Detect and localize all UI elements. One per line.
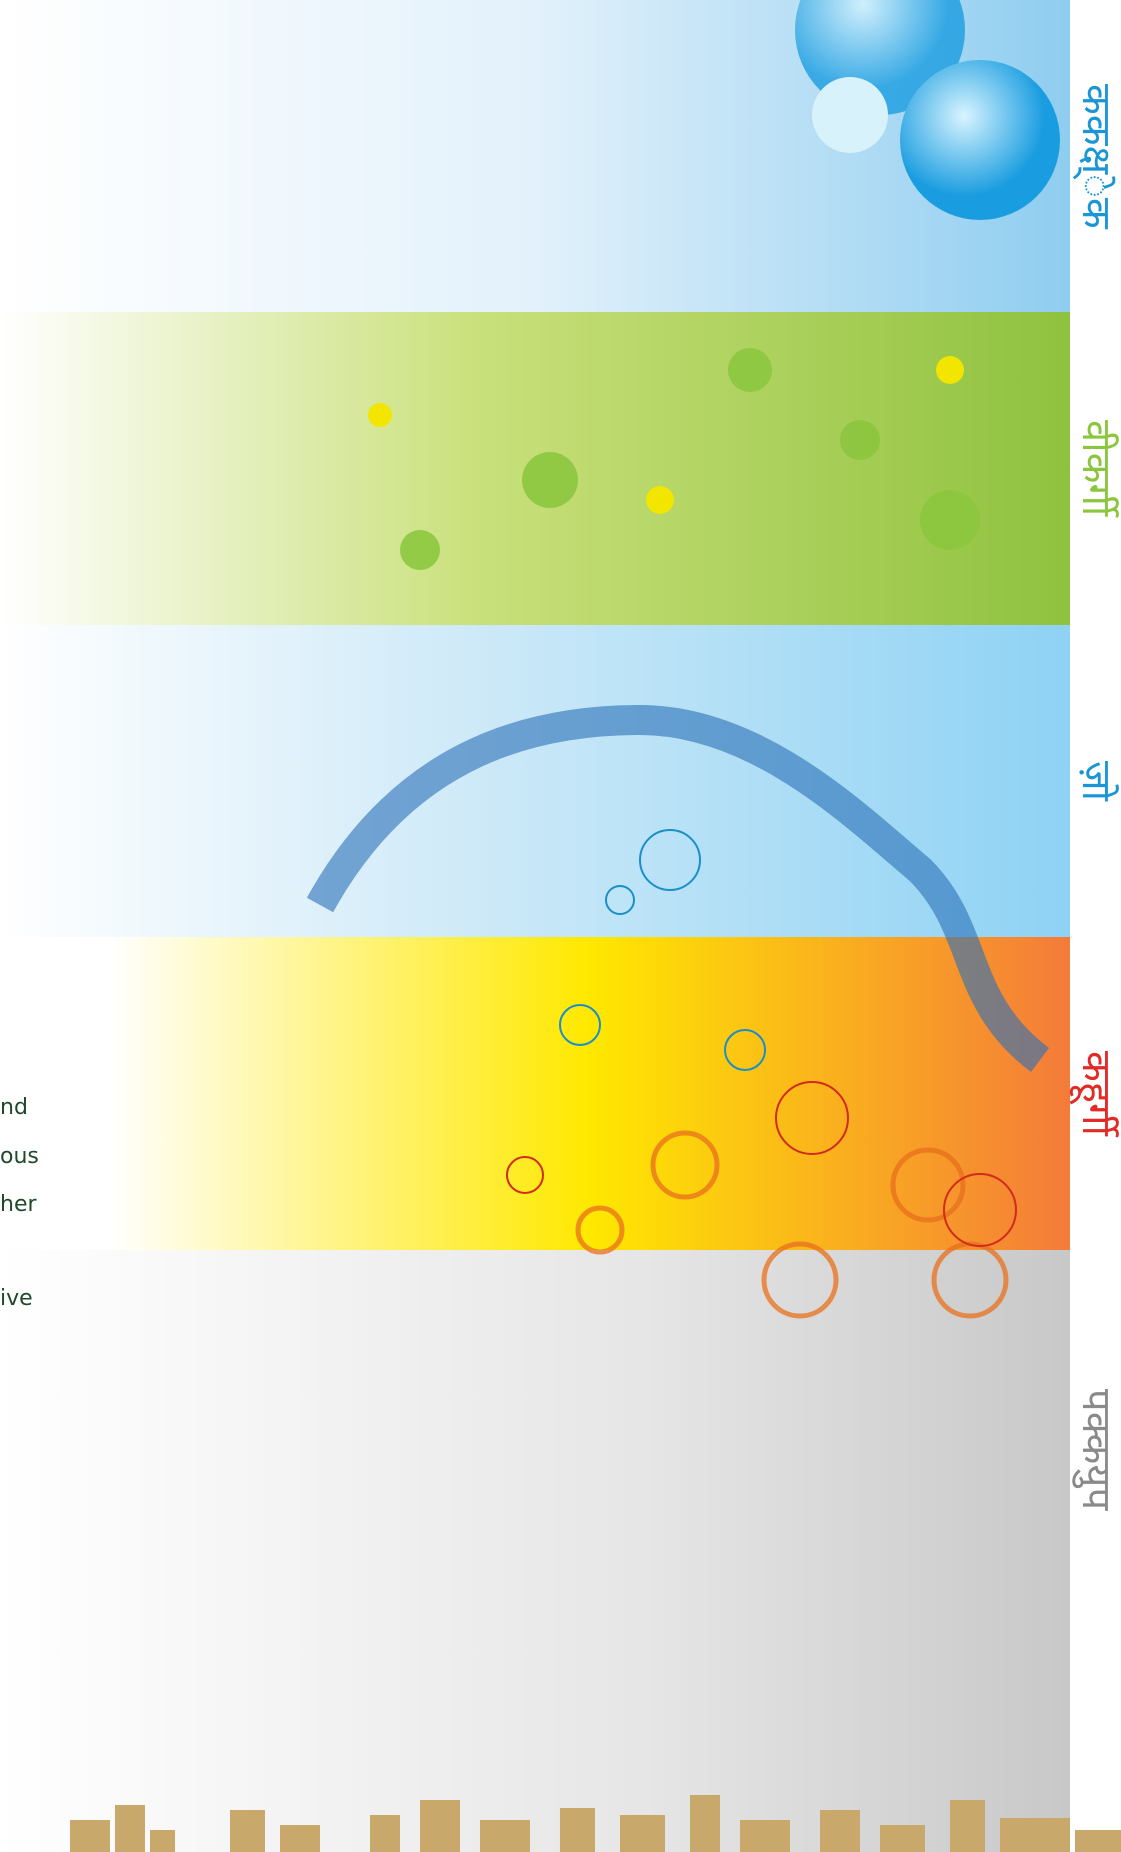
rings bbox=[575, 1130, 1009, 1319]
band-label-box: ज़ो bbox=[1072, 625, 1121, 937]
leaves bbox=[400, 348, 980, 570]
sphere bbox=[900, 60, 1060, 220]
band-label-box: कहूर्गी bbox=[1072, 937, 1121, 1250]
bubbles bbox=[559, 829, 766, 1071]
band-air bbox=[0, 1250, 1070, 1852]
band-label-box: वीकर्गी bbox=[1072, 312, 1121, 625]
band-label: ककक्ष्ेक bbox=[1073, 83, 1119, 229]
sphere bbox=[812, 77, 888, 153]
band-label: ज़ो bbox=[1073, 760, 1119, 802]
band-label-box: ककक्ष्ेक bbox=[1072, 0, 1121, 312]
band-label: पक्कयुप bbox=[1073, 1389, 1119, 1511]
side-text: ive bbox=[0, 1286, 33, 1311]
side-text: nd bbox=[0, 1095, 28, 1120]
band-label: कहूर्गी bbox=[1073, 1051, 1119, 1136]
leaves bbox=[368, 356, 964, 514]
side-text: ous bbox=[0, 1144, 39, 1169]
band-fire bbox=[110, 937, 1070, 1250]
side-text: her bbox=[0, 1192, 37, 1217]
band-label: वीकर्गी bbox=[1073, 420, 1119, 517]
band-label-box: पक्कयुप bbox=[1072, 1250, 1121, 1650]
band-water bbox=[0, 625, 1070, 937]
water-splash bbox=[306, 704, 1050, 1072]
skyline bbox=[70, 1795, 1121, 1852]
rings bbox=[506, 1081, 1017, 1247]
